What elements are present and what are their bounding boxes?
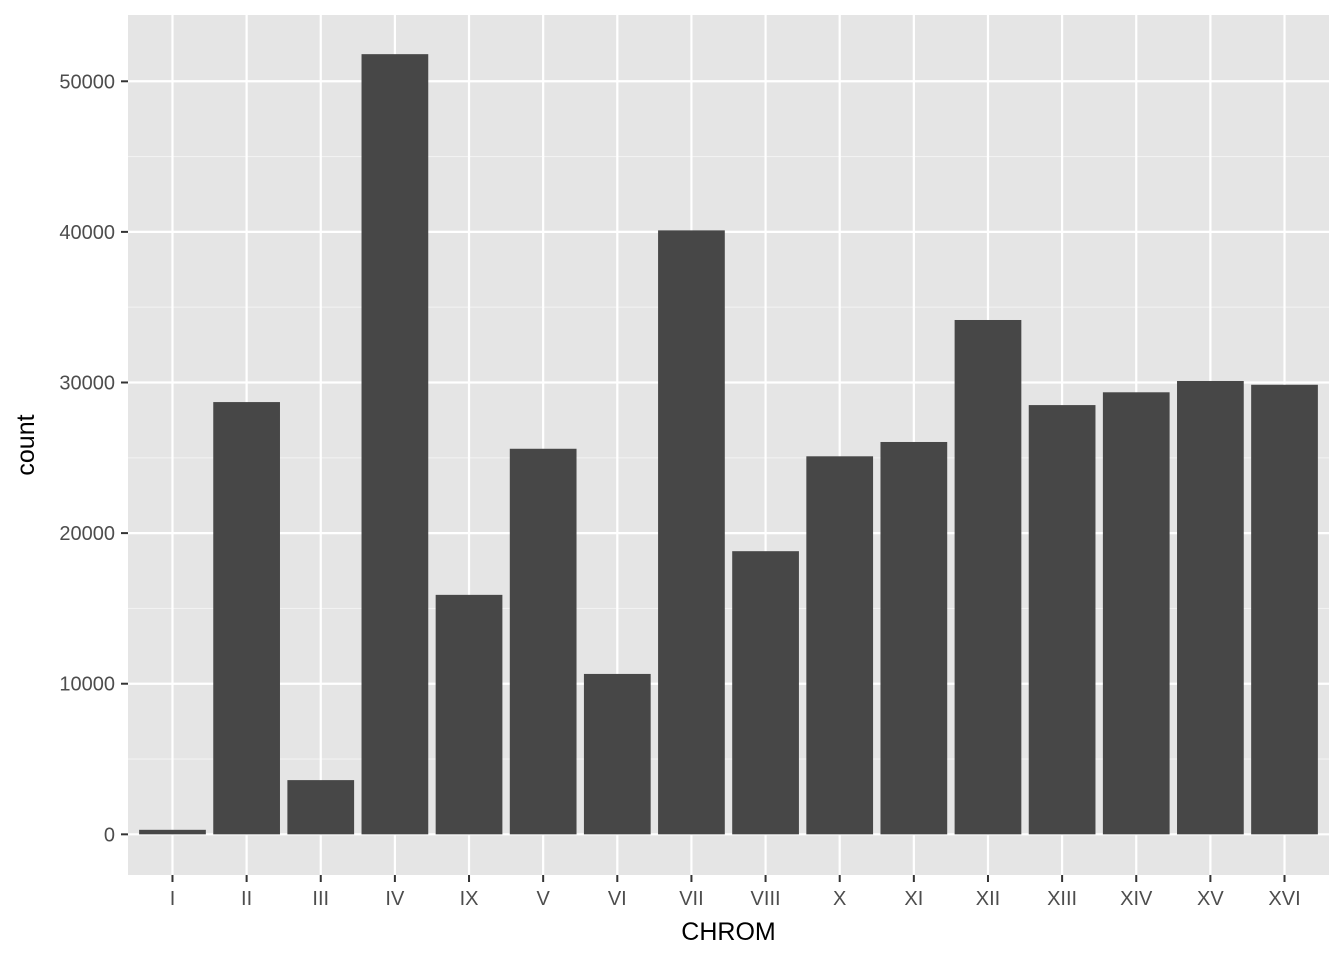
y-tick-label: 20000	[59, 523, 115, 545]
y-axis-title: count	[12, 414, 40, 475]
bar-xvi	[1251, 384, 1318, 835]
x-axis: I II III IV IX V VI VII VIII X XI XII XIII XIV XV XVI	[170, 875, 1301, 910]
bar-xi	[880, 441, 948, 835]
y-tick-label: 0	[104, 824, 115, 846]
x-tick-label: XIII	[1047, 888, 1077, 910]
bar-iv	[361, 54, 429, 835]
x-tick-label: IX	[460, 888, 479, 910]
y-axis: 0 10000 20000 30000 40000 50000	[59, 71, 128, 846]
x-tick-label: XIV	[1120, 888, 1153, 910]
y-tick-label: 10000	[59, 674, 115, 696]
x-tick-label: I	[170, 888, 176, 910]
y-tick-label: 50000	[59, 71, 115, 93]
bar-ix	[435, 594, 503, 835]
bar-i	[139, 829, 206, 835]
bar-viii	[732, 551, 799, 835]
x-tick-label: V	[536, 888, 550, 910]
bar-xiii	[1028, 405, 1096, 835]
bar-v	[509, 448, 577, 835]
bar-vii	[658, 230, 725, 835]
bar-vi	[583, 673, 651, 835]
x-tick-label: II	[241, 888, 252, 910]
bar-xiv	[1102, 392, 1170, 835]
bar-ii	[213, 402, 280, 835]
bar-xv	[1177, 380, 1244, 835]
x-tick-label: VIII	[751, 888, 781, 910]
bar-x	[806, 456, 874, 835]
bar-iii	[287, 780, 355, 835]
x-tick-label: VI	[608, 888, 627, 910]
y-tick-label: 40000	[59, 222, 115, 244]
x-tick-label: XI	[904, 888, 923, 910]
x-tick-label: VII	[679, 888, 703, 910]
x-tick-label: III	[312, 888, 329, 910]
x-tick-label: X	[833, 888, 846, 910]
x-tick-label: XII	[976, 888, 1000, 910]
bars	[139, 54, 1318, 835]
x-tick-label: IV	[385, 888, 405, 910]
y-tick-label: 30000	[59, 372, 115, 394]
x-axis-title: CHROM	[681, 918, 775, 946]
bar-xii	[954, 319, 1022, 835]
x-tick-label: XV	[1197, 888, 1224, 910]
x-tick-label: XVI	[1268, 888, 1300, 910]
